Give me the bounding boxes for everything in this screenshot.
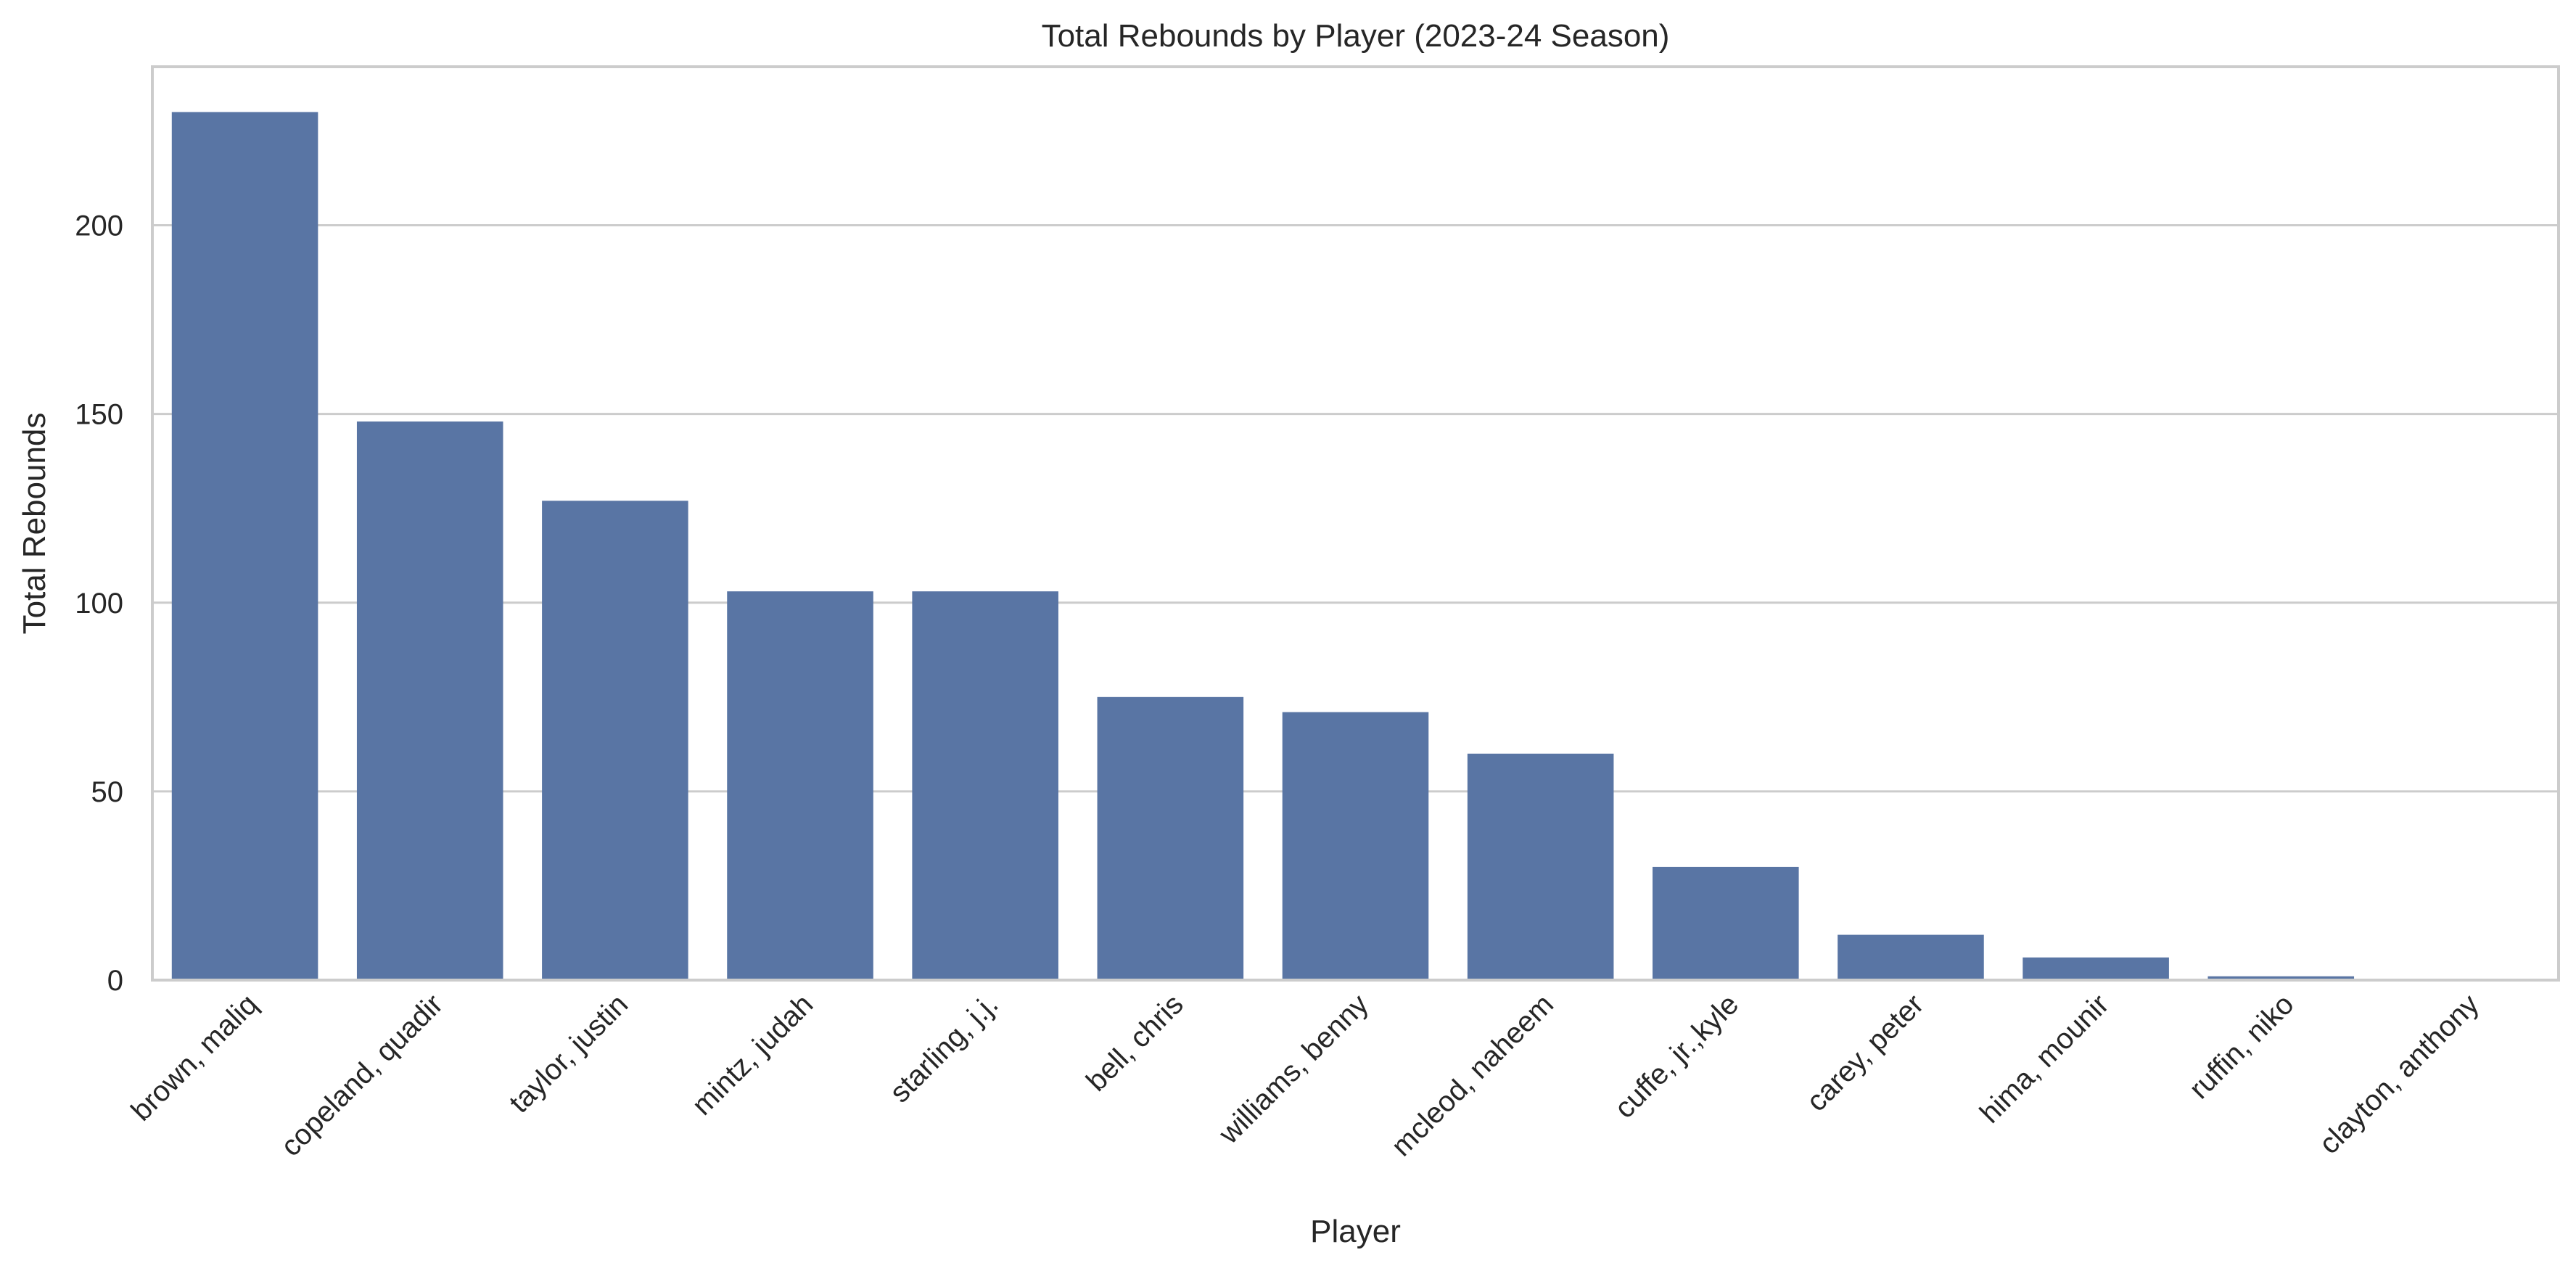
bar-5	[1097, 696, 1244, 980]
x-tick-label: hima, mounir	[1974, 988, 2115, 1130]
x-tick-label: mcleod, naheem	[1386, 988, 1560, 1162]
plot-frame	[151, 65, 2560, 982]
x-tick-label: clayton, anthony	[2313, 988, 2485, 1160]
bar-2	[542, 501, 688, 980]
x-axis-label: Player	[1310, 1214, 1401, 1249]
bar-3	[727, 591, 873, 980]
x-tick-label: copeland, quadir	[275, 988, 449, 1162]
x-tick-labels: brown, maliq copeland, quadir taylor, just…	[125, 988, 2485, 1162]
y-tick-label: 200	[75, 210, 123, 242]
bar-0	[171, 112, 318, 981]
bar-10	[2022, 957, 2169, 980]
x-tick-label: mintz, judah	[686, 988, 820, 1122]
x-tick-label: brown, maliq	[125, 988, 263, 1127]
bar-1	[356, 421, 503, 980]
x-tick-label: carey, peter	[1801, 988, 1930, 1117]
bar-8	[1653, 866, 1799, 980]
bar-4	[912, 591, 1058, 980]
bar-9	[1838, 934, 1984, 980]
bars	[171, 112, 2355, 981]
x-tick-label: williams, benny	[1212, 988, 1375, 1151]
bar-6	[1282, 712, 1429, 980]
y-tick-label: 150	[75, 399, 123, 431]
x-tick-label: taylor, justin	[503, 988, 634, 1119]
y-tick-label: 50	[91, 776, 124, 808]
y-tick-label: 0	[107, 965, 123, 997]
bar-7	[1467, 753, 1614, 980]
x-tick-label: ruffin, niko	[2184, 988, 2300, 1105]
y-tick-label: 100	[75, 588, 123, 620]
chart-title: Total Rebounds by Player (2023-24 Season…	[1042, 18, 1670, 54]
x-tick-label: starling, j.j.	[884, 988, 1004, 1108]
x-tick-label: cuffe, jr.,kyle	[1608, 988, 1745, 1124]
x-tick-label: bell, chris	[1080, 988, 1190, 1098]
y-tick-labels: 0 50 100 150 200	[75, 210, 123, 997]
y-axis-label: Total Rebounds	[17, 413, 52, 635]
bar-11	[2207, 976, 2355, 980]
